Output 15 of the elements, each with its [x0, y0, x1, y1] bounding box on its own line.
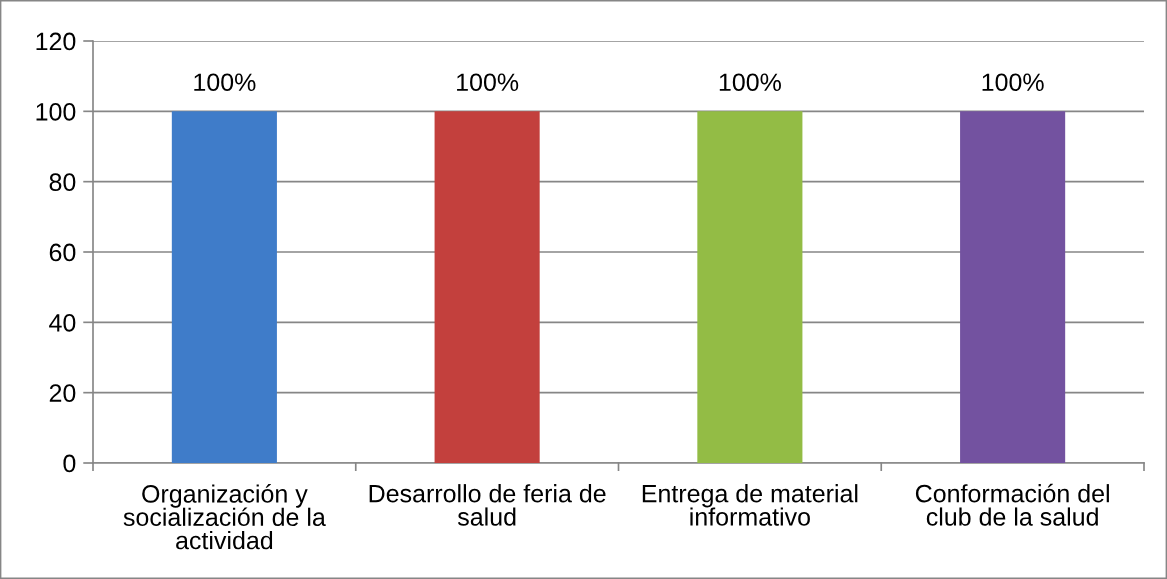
data-label: 100% [194, 73, 256, 92]
x-tick-label: Entrega de material informativo [642, 484, 858, 526]
y-tick-label: 0 [63, 454, 76, 473]
x-tick-label: Desarrollo de feria de salud [369, 484, 606, 526]
y-tick-label: 60 [49, 243, 76, 262]
data-label: 100% [457, 73, 519, 92]
x-tick-label: Conformación del club de la salud [915, 483, 1109, 526]
x-tick-label: Organización y socialización de la actividad [123, 484, 326, 550]
y-tick-label: 40 [49, 313, 76, 332]
y-tick-label: 80 [49, 173, 76, 191]
y-tick-label: 20 [49, 384, 76, 402]
data-label: 100% [719, 73, 781, 92]
y-tick-label: 120 [36, 32, 76, 51]
y-tick-label: 100 [36, 102, 76, 121]
data-label: 100% [982, 73, 1044, 92]
